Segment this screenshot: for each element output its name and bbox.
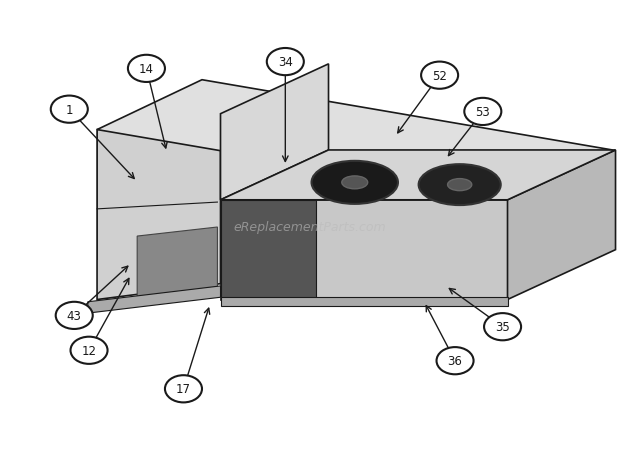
Circle shape xyxy=(464,99,502,126)
Circle shape xyxy=(484,313,521,340)
Text: 34: 34 xyxy=(278,56,293,69)
Text: 53: 53 xyxy=(476,106,490,119)
Text: 1: 1 xyxy=(66,103,73,116)
Polygon shape xyxy=(97,81,613,200)
Polygon shape xyxy=(221,200,508,300)
Circle shape xyxy=(51,96,88,123)
Text: 52: 52 xyxy=(432,70,447,82)
Circle shape xyxy=(421,62,458,90)
Polygon shape xyxy=(88,286,221,313)
Circle shape xyxy=(71,337,107,364)
Polygon shape xyxy=(221,200,316,300)
Ellipse shape xyxy=(311,162,398,204)
Text: 43: 43 xyxy=(67,309,82,322)
Text: 35: 35 xyxy=(495,320,510,334)
Circle shape xyxy=(165,375,202,403)
Polygon shape xyxy=(137,228,218,298)
Polygon shape xyxy=(221,298,508,307)
Ellipse shape xyxy=(448,179,472,191)
Circle shape xyxy=(436,347,474,374)
Ellipse shape xyxy=(418,165,501,206)
Text: 17: 17 xyxy=(176,383,191,395)
Ellipse shape xyxy=(342,177,368,189)
Text: 14: 14 xyxy=(139,63,154,76)
Circle shape xyxy=(267,49,304,76)
Text: 36: 36 xyxy=(448,354,463,367)
Circle shape xyxy=(128,56,165,83)
Polygon shape xyxy=(221,65,329,200)
Polygon shape xyxy=(221,151,616,200)
Polygon shape xyxy=(508,151,616,300)
Text: 12: 12 xyxy=(82,344,97,357)
Polygon shape xyxy=(97,115,221,300)
Circle shape xyxy=(56,302,93,329)
Text: eReplacementParts.com: eReplacementParts.com xyxy=(234,221,386,234)
